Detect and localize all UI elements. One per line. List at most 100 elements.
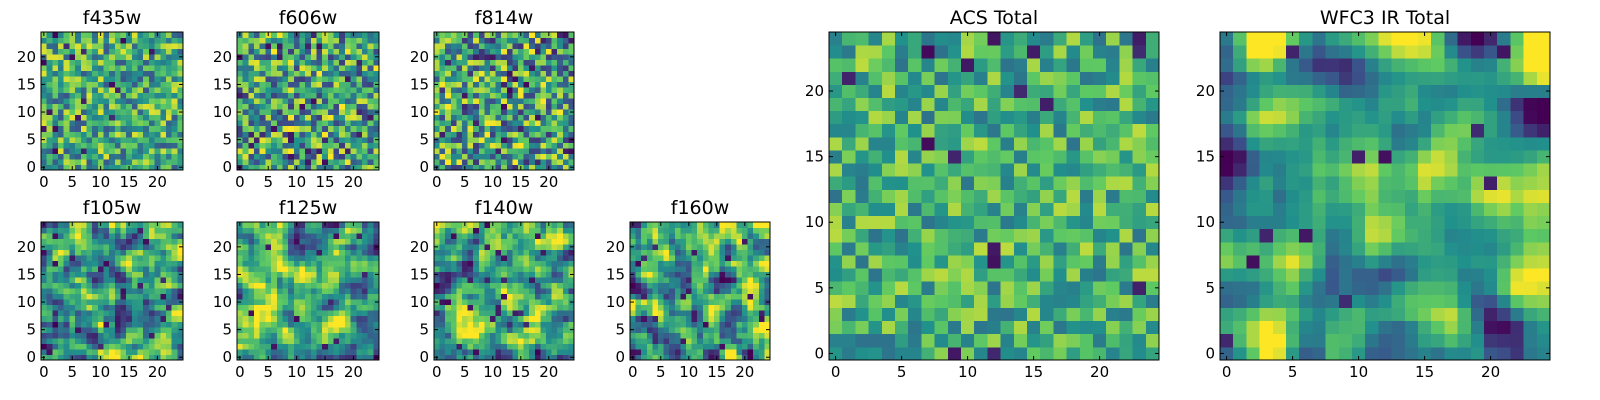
heatmap-cell (120, 348, 127, 355)
heatmap-cell (126, 43, 133, 49)
heatmap-cell (546, 249, 552, 256)
heatmap-cell (534, 271, 541, 278)
heatmap-cell (126, 54, 133, 60)
heatmap-cell (109, 343, 116, 350)
heatmap-cell (177, 142, 184, 149)
heatmap-cell (367, 266, 374, 273)
heatmap-cell (120, 153, 127, 160)
heatmap-cell (288, 103, 295, 110)
heatmap-cell (282, 114, 289, 121)
heatmap-cell (80, 142, 87, 149)
heatmap-cell (934, 281, 949, 295)
heatmap-cell (506, 260, 513, 267)
heatmap-cell (764, 304, 771, 311)
heatmap-cell (450, 249, 457, 256)
heatmap-cell (339, 48, 346, 55)
heatmap-cell (339, 304, 346, 311)
heatmap-cell (674, 282, 681, 289)
heatmap-cell (131, 244, 138, 250)
heatmap-cell (961, 281, 975, 295)
heatmap-cell (265, 277, 272, 284)
heatmap-cell (97, 326, 104, 333)
heatmap-cell (974, 255, 988, 269)
heatmap-cell (276, 147, 283, 154)
heatmap-cell (69, 70, 76, 77)
heatmap-cell (120, 120, 127, 127)
heatmap-cell (646, 244, 653, 250)
heatmap-cell (540, 277, 547, 284)
heatmap-cell (46, 136, 53, 143)
heatmap-cell (293, 120, 300, 127)
heatmap-cell (259, 87, 266, 94)
heatmap-cell (652, 222, 659, 228)
heatmap-cell (154, 348, 161, 355)
heatmap-cell (299, 315, 306, 322)
heatmap-cell (109, 109, 116, 116)
heatmap-cell (327, 354, 334, 361)
heatmap-cell (445, 131, 452, 138)
heatmap-cell (58, 233, 65, 239)
heatmap-cell (1079, 163, 1094, 177)
heatmap-cell (512, 120, 519, 127)
heatmap-cell (154, 43, 161, 49)
heatmap-cell (495, 81, 502, 88)
heatmap-cell (120, 81, 127, 88)
heatmap-cell (462, 48, 468, 55)
heatmap-cell (646, 326, 653, 333)
heatmap-cell (148, 70, 155, 77)
heatmap-cell (523, 321, 530, 328)
heatmap-cell (361, 315, 369, 322)
heatmap-cell (495, 271, 502, 278)
heatmap-cell (143, 337, 150, 344)
heatmap-cell (143, 238, 150, 245)
heatmap-cell (344, 249, 351, 256)
heatmap-cell (154, 103, 161, 110)
heatmap-cell (551, 32, 558, 38)
heatmap-cell (630, 249, 636, 256)
heatmap-cell (641, 277, 648, 284)
heatmap-cell (456, 37, 463, 44)
heatmap-cell (546, 304, 552, 311)
heatmap-cell (75, 81, 82, 88)
heatmap-cell (730, 315, 737, 322)
heatmap-cell (154, 81, 161, 88)
heatmap-cell (484, 158, 491, 165)
heatmap-cell (109, 114, 116, 121)
heatmap-cell (523, 142, 530, 149)
heatmap-cell (361, 222, 369, 228)
heatmap-cell (86, 103, 93, 110)
heatmap-cell (242, 222, 249, 228)
heatmap-cell (58, 348, 65, 355)
heatmap-cell (46, 227, 53, 234)
heatmap-cell (974, 202, 988, 217)
heatmap-cell (512, 299, 519, 306)
heatmap-cell (506, 315, 513, 322)
heatmap-cell (506, 92, 513, 99)
heatmap-cell (52, 131, 59, 138)
heatmap-cell (305, 103, 312, 110)
heatmap-cell (97, 244, 104, 250)
heatmap-cell (75, 48, 82, 55)
heatmap-cell (58, 227, 65, 234)
heatmap-cell (52, 109, 59, 116)
heatmap-cell (758, 260, 765, 267)
heatmap-cell (529, 65, 536, 72)
heatmap-cell (160, 76, 167, 83)
heatmap-cell (635, 249, 642, 256)
heatmap-cell (373, 153, 380, 160)
heatmap-cell (546, 103, 552, 110)
heatmap-cell (97, 153, 104, 160)
heatmap-cell (237, 293, 244, 300)
heatmap-cell (242, 142, 249, 149)
heatmap-cell (310, 326, 317, 333)
heatmap-cell (518, 48, 524, 55)
heatmap-cell (154, 321, 161, 328)
heatmap-cell (293, 43, 300, 49)
heatmap-cell (934, 189, 949, 203)
heatmap-cell (367, 65, 374, 72)
heatmap-cell (137, 244, 144, 250)
heatmap-cell (265, 310, 272, 317)
heatmap-cell (630, 238, 636, 245)
heatmap-cell (663, 238, 670, 245)
heatmap-cell (109, 277, 116, 284)
